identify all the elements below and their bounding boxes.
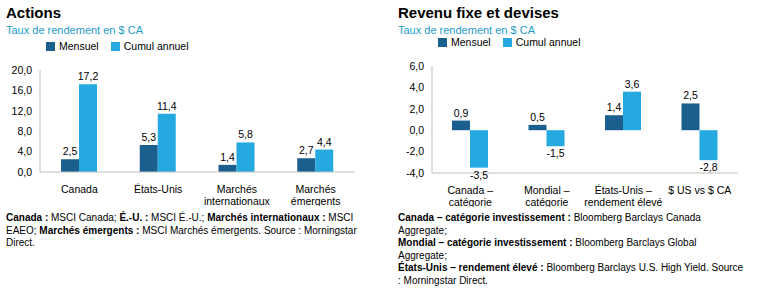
html-text:Canada : MSCI Canada; É.-U. :: Canada : MSCI Canada; É.-U. : MSCI É.-U.…: [6, 212, 357, 248]
svg-text:17,2: 17,2: [78, 70, 99, 82]
svg-text:1,4: 1,4: [220, 151, 235, 163]
svg-text:0,0: 0,0: [409, 124, 424, 136]
html-text:Mensuel: Mensuel: [451, 36, 491, 48]
svg-text:-1,5: -1,5: [546, 147, 564, 159]
html-text:Revenu fixe et devises: Revenu fixe et devises: [398, 4, 559, 21]
svg-text:0,5: 0,5: [530, 111, 545, 123]
svg-text:Marchésinternationaux: Marchésinternationaux: [204, 183, 271, 206]
html-text:Mondial – catégorie investisse: Mondial – catégorie investissement : Blo…: [398, 237, 697, 261]
svg-text:5,8: 5,8: [238, 128, 253, 140]
html-text:Mensuel: Mensuel: [59, 40, 99, 52]
svg-text:-2,8: -2,8: [699, 161, 717, 173]
svg-text:4,0: 4,0: [17, 145, 32, 157]
html-text:Actions: Actions: [6, 4, 61, 21]
svg-text:11,4: 11,4: [157, 100, 177, 112]
svg-text:4,0: 4,0: [409, 81, 424, 93]
svg-text:Canada –catégorieinvestissemen: Canada –catégorieinvestissement: [436, 184, 506, 207]
svg-text:2,5: 2,5: [63, 145, 78, 157]
svg-text:Mondial –catégorieinvestisseme: Mondial –catégorieinvestissement: [512, 184, 582, 207]
svg-text:-3,5: -3,5: [470, 169, 488, 181]
svg-text:12,0: 12,0: [12, 105, 33, 117]
svg-text:Canada: Canada: [61, 183, 98, 195]
svg-text:-2,0: -2,0: [406, 145, 424, 157]
svg-text:8,0: 8,0: [17, 125, 32, 137]
html-text:Cumul annuel: Cumul annuel: [123, 40, 189, 52]
html-text:États-Unis – rendement élevé :: États-Unis – rendement élevé : Bloomberg…: [398, 262, 744, 286]
svg-text:2,0: 2,0: [409, 103, 424, 115]
svg-text:2,7: 2,7: [299, 144, 314, 156]
svg-text:20,0: 20,0: [12, 64, 33, 76]
svg-text:0,9: 0,9: [454, 107, 469, 119]
html-text:Taux de rendement en $ CA: Taux de rendement en $ CA: [6, 24, 143, 36]
svg-text:États-Unis: États-Unis: [134, 183, 182, 195]
svg-text:2,5: 2,5: [683, 89, 698, 101]
svg-text:Marchésémergents: Marchésémergents: [291, 183, 341, 206]
svg-text:5,3: 5,3: [141, 131, 156, 143]
svg-text:6,0: 6,0: [409, 60, 424, 72]
svg-text:États-Unis –rendement élevé: États-Unis –rendement élevé: [584, 184, 662, 207]
svg-text:-4,0: -4,0: [406, 167, 424, 179]
svg-text:0,0: 0,0: [17, 166, 32, 178]
svg-text:$ US vs $ CA: $ US vs $ CA: [668, 184, 731, 196]
svg-text:4,4: 4,4: [317, 136, 332, 148]
svg-text:16,0: 16,0: [12, 84, 33, 96]
svg-text:1,4: 1,4: [607, 101, 622, 113]
svg-text:3,6: 3,6: [625, 78, 640, 90]
html-text:Canada – catégorie investissem: Canada – catégorie investissement : Bloo…: [398, 212, 701, 236]
html-text:Cumul annuel: Cumul annuel: [515, 36, 581, 48]
html-text:Taux de rendement en $ CA: Taux de rendement en $ CA: [398, 24, 535, 36]
